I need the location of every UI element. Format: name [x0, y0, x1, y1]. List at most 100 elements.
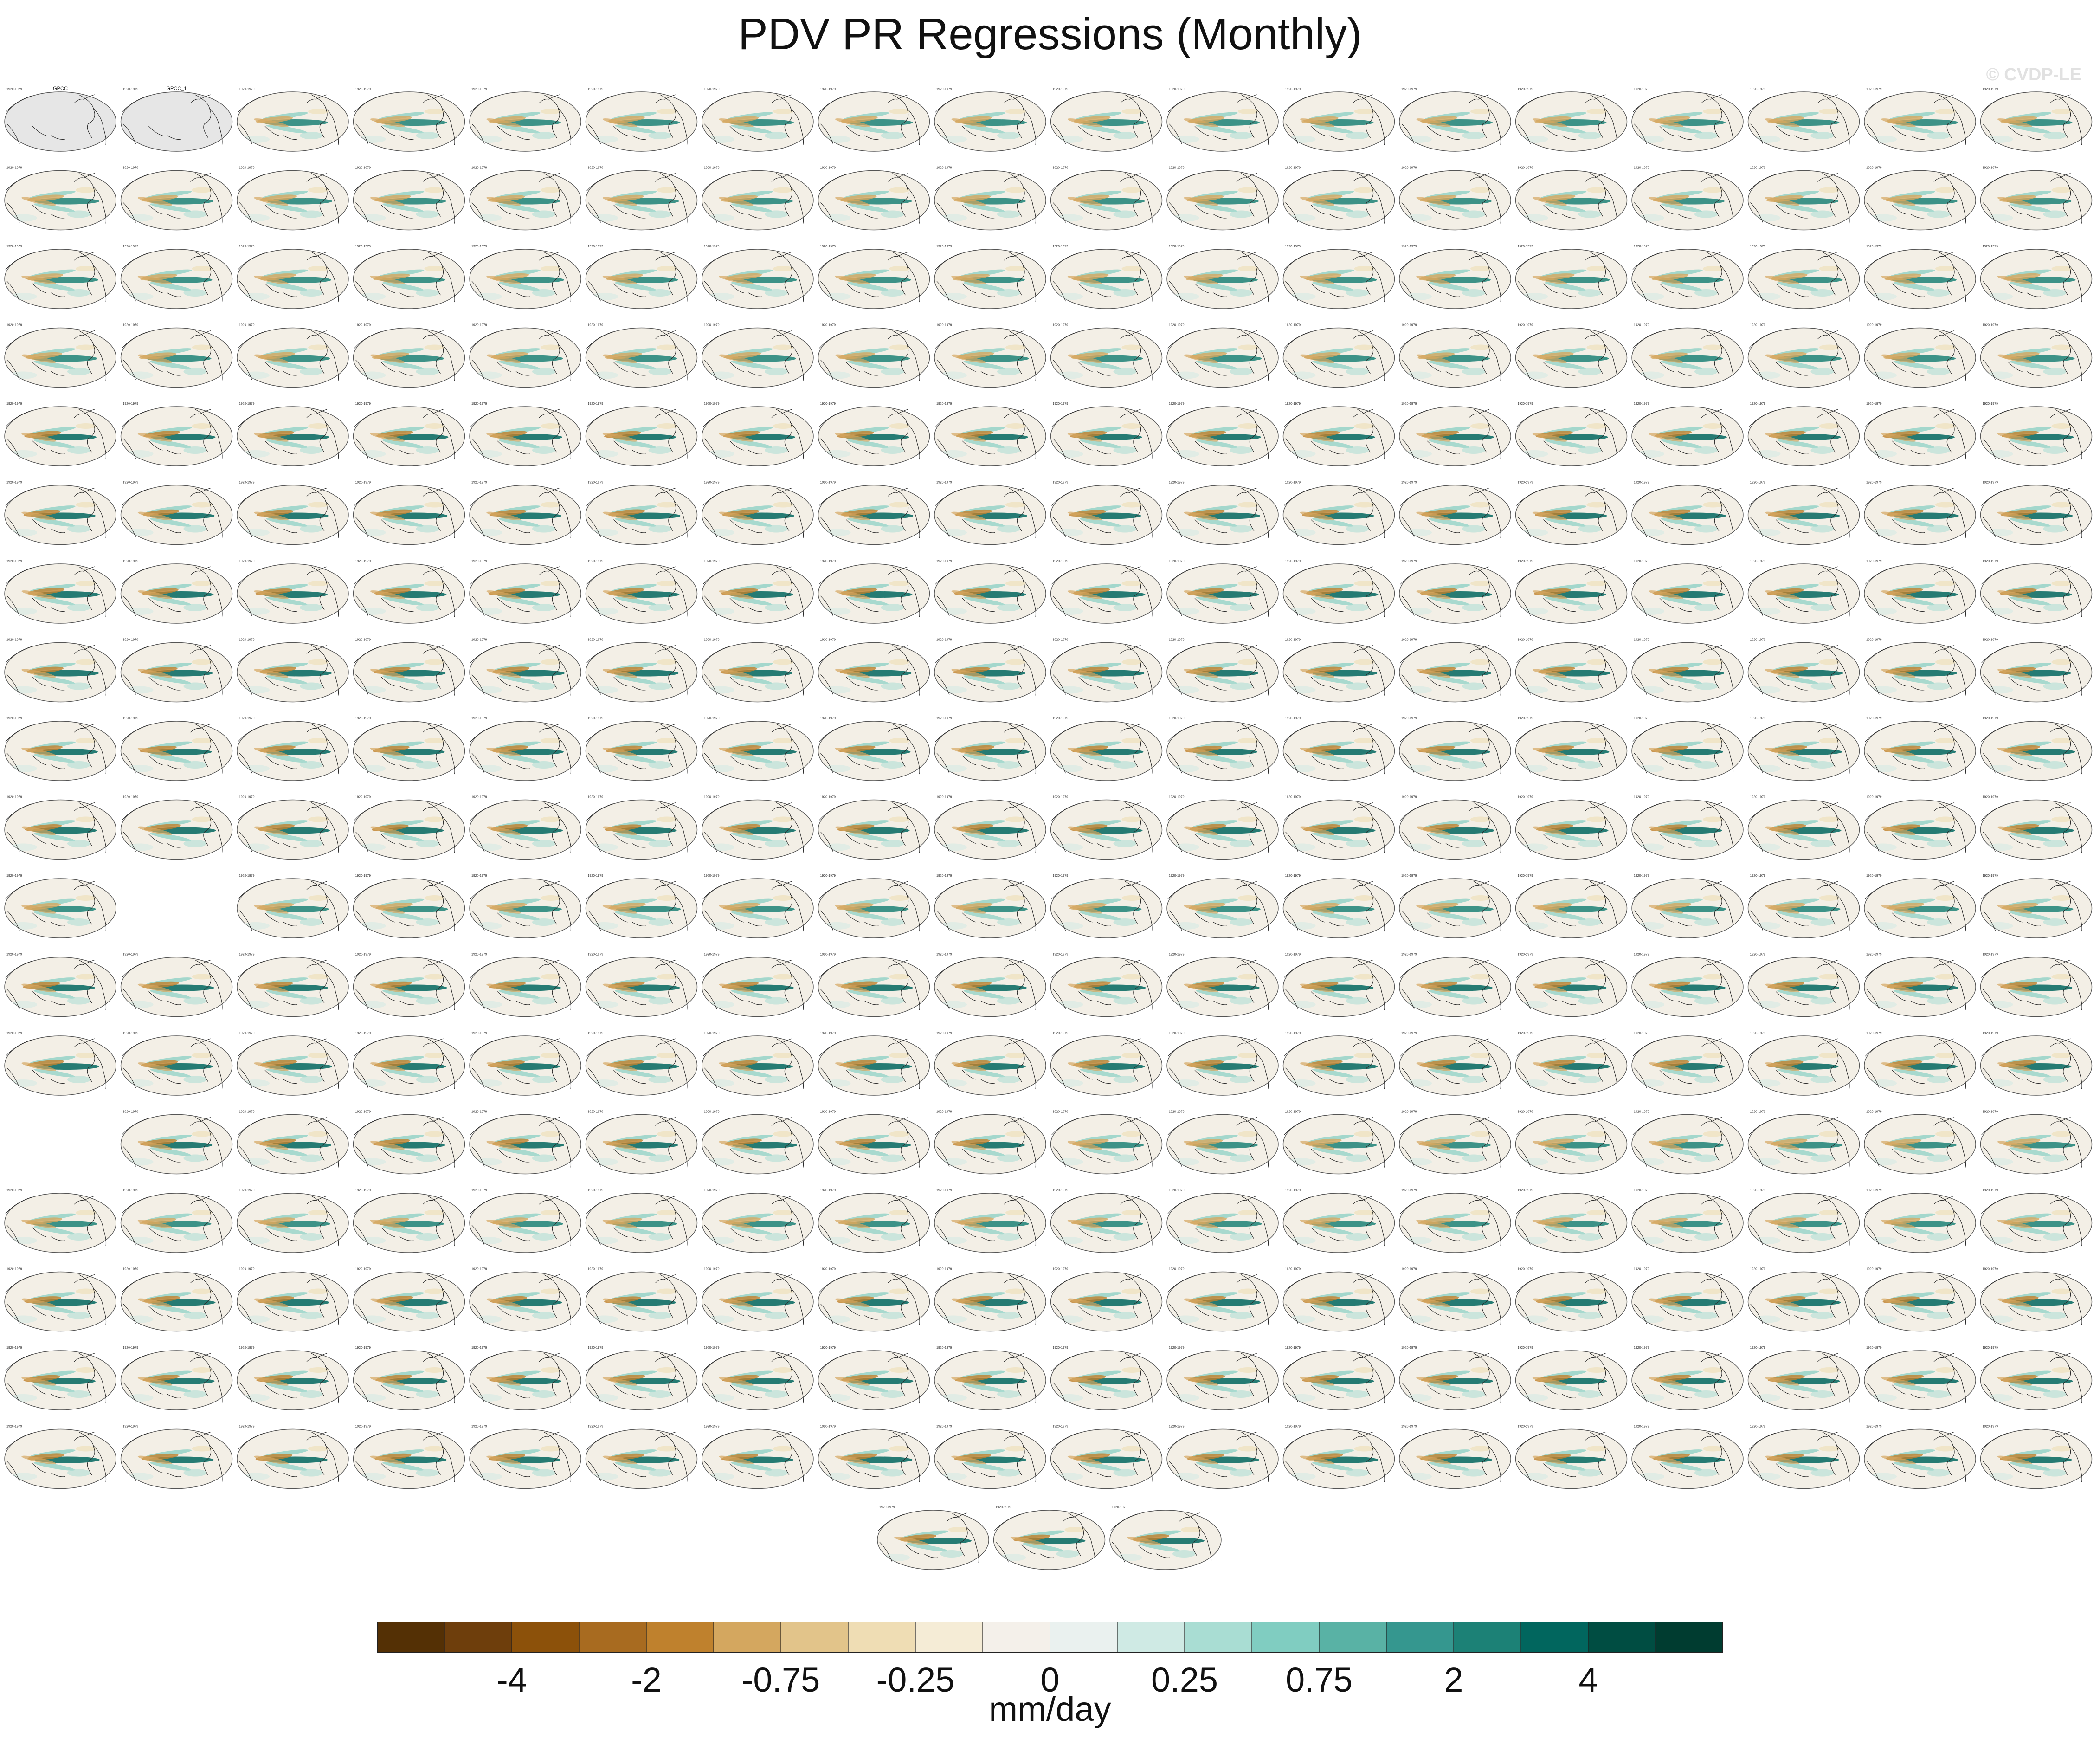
map-panel: 1920-1979 [353, 402, 465, 466]
map-panel: 1920-1979 [702, 717, 814, 781]
map-panel: 1920-1979 [1747, 639, 1860, 703]
map-panel: 1920-1979 [934, 560, 1046, 624]
map-panel: 1920-1979 [818, 639, 930, 703]
map-panel: 1920-1979 [702, 1189, 814, 1253]
map-panel: 1920-1979 [469, 324, 581, 388]
colorbar-swatch [1454, 1622, 1521, 1653]
map-panel: 1920-1979 [353, 639, 465, 703]
colorbar-tick-label: 0 [1040, 1661, 1059, 1699]
map-panel: 1920-1979 [1864, 874, 1976, 938]
map-panel: 1920-1979 [1050, 1189, 1163, 1253]
map-panel: 1920-1979 [934, 1032, 1046, 1096]
map-panel: 1920-1979 [934, 1268, 1046, 1332]
map-panel: 1920-1979 [1980, 717, 2093, 781]
map-panel: 1920-1979 [1631, 402, 1744, 466]
map-panel: 1920-1979 [1747, 560, 1860, 624]
map-panel: 1920-1979 [585, 1189, 698, 1253]
map-panel: 1920-1979 [1166, 1032, 1279, 1096]
map-panel: 1920-1979 [469, 481, 581, 545]
map-panel: 1920-1979 [1980, 402, 2093, 466]
map-panel: 1920-1979 [1980, 953, 2093, 1017]
map-panel: 1920-1979 [1864, 88, 1976, 152]
map-panel: 1920-1979 [1050, 245, 1163, 309]
map-panel: 1920-1979 [4, 1268, 116, 1332]
map-panel: 1920-1979 [4, 324, 116, 388]
map-panel: 1920-1979 [1631, 874, 1744, 938]
map-panel: 1920-1979 [1166, 717, 1279, 781]
map-panel: 1920-1979 [1282, 402, 1395, 466]
map-panel: 1920-1979 [585, 88, 698, 152]
map-panel: 1920-1979 [353, 560, 465, 624]
map-panel: 1920-1979 [1050, 796, 1163, 860]
colorbar-swatch [377, 1622, 445, 1653]
map-panel: 1920-1979 [353, 324, 465, 388]
map-panel: 1920-1979 [237, 245, 349, 309]
colorbar-tick-label: 0.75 [1286, 1661, 1353, 1699]
map-panel: 1920-1979 [702, 1346, 814, 1410]
map-panel: 1920-1979 [469, 717, 581, 781]
map-panel: 1920-1979 [1631, 560, 1744, 624]
map-panel: 1920-1979 [4, 1425, 116, 1489]
map-panel: 1920-1979 [1166, 953, 1279, 1017]
map-panel: 1920-1979 [353, 1189, 465, 1253]
map-panel: 1920-1979 [1864, 1268, 1976, 1332]
map-panel: 1920-1979 [1980, 874, 2093, 938]
colorbar-tick-label: -4 [496, 1661, 527, 1699]
map-panel: 1920-1979 [818, 1111, 930, 1175]
map-panel: 1920-1979 [120, 402, 233, 466]
map-panel: 1920-1979 [1515, 874, 1628, 938]
map-panel: 1920-1979 [1050, 481, 1163, 545]
colorbar-swatch [1588, 1622, 1656, 1653]
map-panel: 1920-1979 [353, 245, 465, 309]
map-panel: 1920-1979 [1050, 1032, 1163, 1096]
map-panel: 1920-1979 [1282, 167, 1395, 231]
map-panel: 1920-1979 [585, 639, 698, 703]
map-panel: 1920-1979 [585, 1425, 698, 1489]
map-panel: 1920-1979 [1864, 481, 1976, 545]
map-panel: 1920-1979 [469, 245, 581, 309]
map-panel: 1920-1979 [1631, 1268, 1744, 1332]
map-panel: 1920-1979 [818, 481, 930, 545]
map-panel: 1920-1979 [934, 481, 1046, 545]
map-panel: 1920-1979 [1166, 1189, 1279, 1253]
map-panel: 1920-1979 [1515, 481, 1628, 545]
map-panel: 1920-1979 [702, 560, 814, 624]
map-panel: 1920-1979 [1864, 953, 1976, 1017]
map-panel: 1920-1979 [934, 1346, 1046, 1410]
map-panel: 1920-1979 [934, 245, 1046, 309]
map-panel: 1920-1979 [120, 717, 233, 781]
map-panel: 1920-1979 [1282, 717, 1395, 781]
map-panel: 1920-1979 [585, 874, 698, 938]
svg-text:1920-1979: 1920-1979 [123, 88, 139, 91]
map-panel: 1920-1979 [353, 1425, 465, 1489]
map-panel: 1920-1979 [237, 953, 349, 1017]
map-panel: 1920-1979 [1515, 88, 1628, 152]
map-panel: 1920-1979 [934, 1111, 1046, 1175]
map-panel: 1920-1979 [1399, 1425, 1511, 1489]
map-panel: 1920-1979 [1166, 874, 1279, 938]
map-panel: 1920-1979 [702, 1425, 814, 1489]
svg-text:GPCC_1: GPCC_1 [166, 86, 187, 91]
map-panel: 1920-1979 [1631, 88, 1744, 152]
map-panel: 1920-1979 [353, 1032, 465, 1096]
map-panel: 1920-1979 [1631, 639, 1744, 703]
svg-text:1920-1979: 1920-1979 [6, 88, 22, 91]
map-panel: 1920-1979 [1399, 1189, 1511, 1253]
map-panel: 1920-1979 [4, 639, 116, 703]
map-panel: 1920-1979 [1399, 796, 1511, 860]
map-panel: 1920-1979 [818, 796, 930, 860]
map-panel: 1920-1979 [1631, 481, 1744, 545]
map-panel: 1920-1979 [1747, 88, 1860, 152]
map-panel: 1920-1979 [4, 481, 116, 545]
map-panel: 1920-1979 [120, 560, 233, 624]
map-panel: 1920-1979 [934, 324, 1046, 388]
map-panel: 1920-1979 [818, 324, 930, 388]
map-panel: 1920-1979 [1864, 1425, 1976, 1489]
map-panel: 1920-1979 [1399, 1346, 1511, 1410]
map-panel: 1920-1979 [1631, 1425, 1744, 1489]
map-panel: 1920-1979 [120, 167, 233, 231]
map-panel: 1920-1979 [1864, 639, 1976, 703]
map-panel: 1920-1979 [585, 1032, 698, 1096]
map-panel: 1920-1979 [1399, 402, 1511, 466]
map-panel: 1920-1979 [702, 402, 814, 466]
